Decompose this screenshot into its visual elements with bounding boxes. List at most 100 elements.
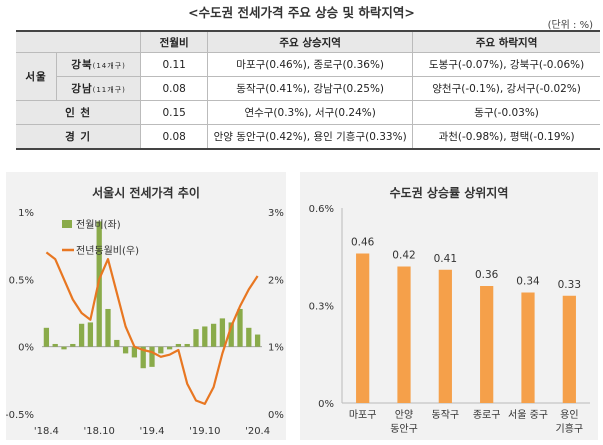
page-title: <수도권 전세가격 주요 상승 및 하락지역>	[188, 5, 415, 20]
bar-mom	[122, 346, 129, 354]
x-tick-label: 기흥구	[556, 422, 584, 435]
data-label: 0.34	[516, 276, 540, 288]
bar-mom	[202, 326, 208, 347]
legend-label-mom: 전월비(좌)	[76, 219, 121, 231]
x-tick-label: 마포구	[349, 409, 377, 421]
chart-panel-right: 수도권 상승률 상위지역 0.6% 0.3% 0% 0.46 마포구 0.42 안양 동안구 0…	[300, 172, 598, 440]
x-tick-label: 서울 중구	[508, 409, 548, 421]
bar-mom	[219, 318, 226, 347]
x-tick-label: '19.10	[189, 426, 220, 437]
y-right-tick-label: 3%	[268, 208, 284, 219]
table-header-row: 전월비 주요 상승지역 주요 하락지역	[16, 30, 600, 53]
bar-mom	[237, 308, 243, 347]
table-row: 서울 강북(14개구) 0.11 마포구(0.46%), 종로구(0.36%) …	[16, 52, 600, 101]
x-tick-label: 동안구	[390, 423, 418, 435]
bar-mom	[61, 346, 67, 350]
row-mom: 0.08	[140, 124, 208, 150]
x-tick-label: 동작구	[432, 409, 460, 421]
x-tick-label: '19.4	[139, 426, 164, 437]
row-sub: (14개구)	[92, 62, 126, 70]
row-name: 경 기	[16, 124, 141, 150]
row-rise: 연수구(0.3%), 서구(0.24%)	[207, 100, 413, 125]
data-label: 0.46	[351, 237, 375, 249]
row-fall: 도봉구(-0.07%), 강북구(-0.06%)	[412, 52, 600, 77]
header-blank	[16, 30, 141, 53]
x-tick-label: '18.10	[84, 426, 115, 437]
bar-mom	[70, 343, 76, 347]
bar-mom	[114, 339, 120, 347]
bar	[356, 253, 370, 403]
row-rise: 마포구(0.46%), 종로구(0.36%)	[207, 52, 413, 77]
y-right-tick-label: 1%	[268, 343, 284, 354]
row-name: 인 천	[16, 100, 141, 125]
bar-mom	[149, 346, 155, 367]
bar	[521, 292, 535, 403]
bar-mom	[87, 322, 94, 347]
table-row: 인 천 0.15 연수구(0.3%), 서구(0.24%) 동구(-0.03%)	[16, 100, 600, 125]
bar-mom	[228, 322, 234, 347]
row-name: 강남(11개구)	[55, 76, 141, 101]
y-right-tick-label: 0%	[268, 410, 284, 421]
bar-mom	[131, 346, 138, 358]
y-tick-label: 0.3%	[309, 302, 334, 313]
table-row: 강남(11개구) 0.08 동작구(0.41%), 강남구(0.25%) 양천구…	[16, 76, 600, 101]
bar-mom	[246, 327, 252, 347]
header-rise: 주요 상승지역	[207, 30, 413, 53]
x-tick-label: 용인	[560, 409, 578, 421]
row-rise: 동작구(0.41%), 강남구(0.25%)	[207, 76, 413, 101]
bar	[562, 295, 576, 403]
line-yoy	[45, 251, 259, 405]
legend-label-yoy: 전년동월비(우)	[76, 245, 139, 257]
data-label: 0.36	[475, 269, 499, 281]
bar	[480, 286, 494, 403]
row-name-text: 강북	[71, 59, 93, 71]
bar-mom	[254, 334, 261, 347]
bar-mom	[175, 343, 182, 347]
bar-mom	[105, 308, 111, 347]
row-mom: 0.15	[140, 100, 208, 125]
y-left-tick-label: -0.5%	[6, 410, 34, 421]
bar-mom	[166, 346, 173, 350]
bar-mom	[210, 323, 217, 347]
chart-title-left: 서울시 전세가격 추이	[92, 186, 200, 200]
bar-mom	[78, 323, 85, 347]
header-mom: 전월비	[140, 30, 208, 53]
chart-panel-left: 서울시 전세가격 추이 1% 0.5% 0% -0.5% 3% 2% 1% 0% '18.4 '1…	[6, 172, 286, 440]
x-tick-label: '20.4	[245, 426, 270, 437]
bar	[438, 269, 452, 403]
table-row: 경 기 0.08 안양 동안구(0.42%), 용인 기흥구(0.33%) 과천…	[16, 124, 600, 150]
y-left-tick-label: 0%	[18, 343, 34, 354]
bar-mom	[193, 329, 199, 347]
row-name: 강북(14개구)	[55, 52, 141, 77]
bar-mom	[43, 327, 50, 347]
legend-swatch-mom	[62, 220, 72, 228]
bar-mom	[140, 346, 146, 369]
bar-mom	[184, 343, 190, 347]
x-tick-label: 종로구	[473, 409, 501, 421]
data-label: 0.42	[392, 250, 415, 262]
chart-title-right: 수도권 상승률 상위지역	[389, 186, 509, 200]
bar-mom	[158, 346, 164, 354]
data-label: 0.33	[558, 279, 581, 291]
y-left-tick-label: 1%	[18, 208, 34, 219]
row-fall: 과천(-0.98%), 평택(-0.19%)	[412, 124, 600, 150]
data-label: 0.41	[434, 253, 457, 265]
row-fall: 동구(-0.03%)	[412, 100, 600, 125]
y-tick-label: 0.6%	[309, 204, 334, 215]
row-mom: 0.08	[140, 76, 208, 101]
header-fall: 주요 하락지역	[412, 30, 600, 53]
x-tick-label: '18.4	[34, 426, 59, 437]
unit-label: (단위 : %)	[547, 20, 593, 31]
x-tick-label: 안양	[395, 409, 413, 421]
row-mom: 0.11	[140, 52, 208, 77]
seoul-label: 서울	[16, 52, 57, 101]
row-fall: 양천구(-0.1%), 강서구(-0.02%)	[412, 76, 600, 101]
y-tick-label: 0%	[318, 399, 334, 410]
bar-mom	[52, 343, 58, 347]
row-rise: 안양 동안구(0.42%), 용인 기흥구(0.33%)	[207, 124, 413, 150]
y-right-tick-label: 2%	[268, 275, 284, 286]
bar	[397, 266, 411, 403]
y-left-tick-label: 0.5%	[9, 275, 34, 286]
row-name-text: 강남	[71, 83, 93, 95]
